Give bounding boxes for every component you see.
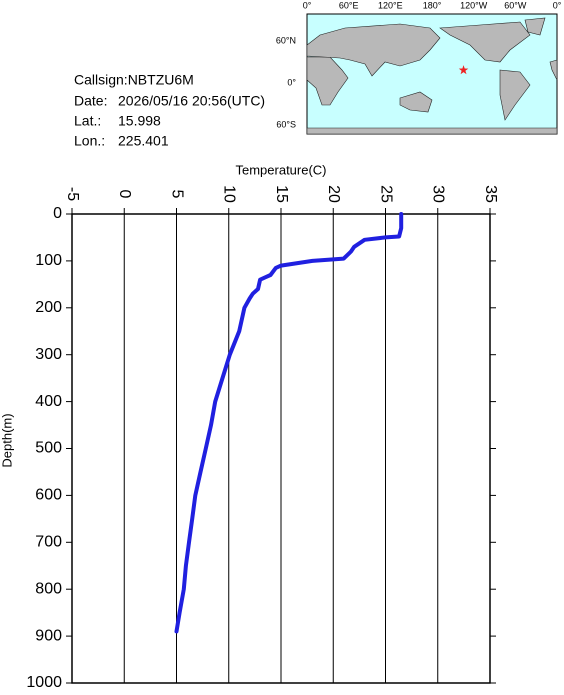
- map-lon-label: 180°: [423, 0, 442, 10]
- x-tick-label: 25: [377, 185, 394, 203]
- y-tick-label: 100: [35, 252, 62, 269]
- x-tick-label: 15: [273, 185, 290, 203]
- land: [399, 91, 433, 113]
- info-value: 225.401: [118, 133, 169, 149]
- y-tick-label: 300: [35, 346, 62, 363]
- x-tick-label: 30: [430, 185, 447, 203]
- x-axis-title: Temperature(C): [235, 162, 326, 177]
- land: [499, 69, 531, 121]
- y-tick-label: 500: [35, 440, 62, 457]
- plot-frame: [71, 213, 491, 684]
- x-tick-label: 5: [168, 190, 185, 199]
- callsign: Callsign:NBTZU6M: [74, 72, 194, 88]
- land: [306, 56, 349, 106]
- land: [439, 21, 531, 63]
- info-label: Lat.:: [74, 113, 101, 129]
- map-lat-label: 0°: [287, 77, 296, 87]
- info-value: 2026/05/16 20:56(UTC): [118, 93, 265, 109]
- x-tick-label: 0: [116, 190, 133, 199]
- map-lon-label: 120°E: [378, 0, 403, 10]
- y-tick-label: 600: [35, 487, 62, 504]
- map-lat-label: 60°S: [276, 119, 296, 129]
- land: [524, 17, 546, 36]
- y-tick-label: 0: [53, 205, 62, 222]
- y-tick-label: 800: [35, 580, 62, 597]
- x-tick-label: -5: [64, 187, 81, 201]
- map-lon-label: 0°: [553, 0, 562, 10]
- x-tick-label: 10: [221, 185, 238, 203]
- map-lon-label: 120°W: [460, 0, 488, 10]
- y-tick-label: 200: [35, 299, 62, 316]
- x-tick-label: 35: [482, 185, 499, 203]
- map-lon-label: 0°: [303, 0, 312, 10]
- y-tick-label: 1000: [26, 674, 62, 690]
- info-label: Date:: [74, 93, 107, 109]
- land: [306, 23, 441, 77]
- y-tick-label: 900: [35, 627, 62, 644]
- info-value: 15.998: [118, 113, 161, 129]
- x-tick-label: 20: [325, 185, 342, 203]
- land: [306, 127, 558, 135]
- profile-line: [174, 212, 404, 634]
- station-marker: [458, 65, 469, 75]
- y-tick-label: 700: [35, 534, 62, 551]
- y-tick-label: 400: [35, 393, 62, 410]
- map-lon-label: 60°W: [504, 0, 527, 10]
- world-map: [306, 13, 558, 135]
- map-lat-label: 60°N: [276, 35, 296, 45]
- map-lon-label: 60°E: [339, 0, 359, 10]
- info-label: Lon.:: [74, 133, 105, 149]
- land: [549, 59, 558, 81]
- y-axis-title: Depth(m): [0, 413, 14, 467]
